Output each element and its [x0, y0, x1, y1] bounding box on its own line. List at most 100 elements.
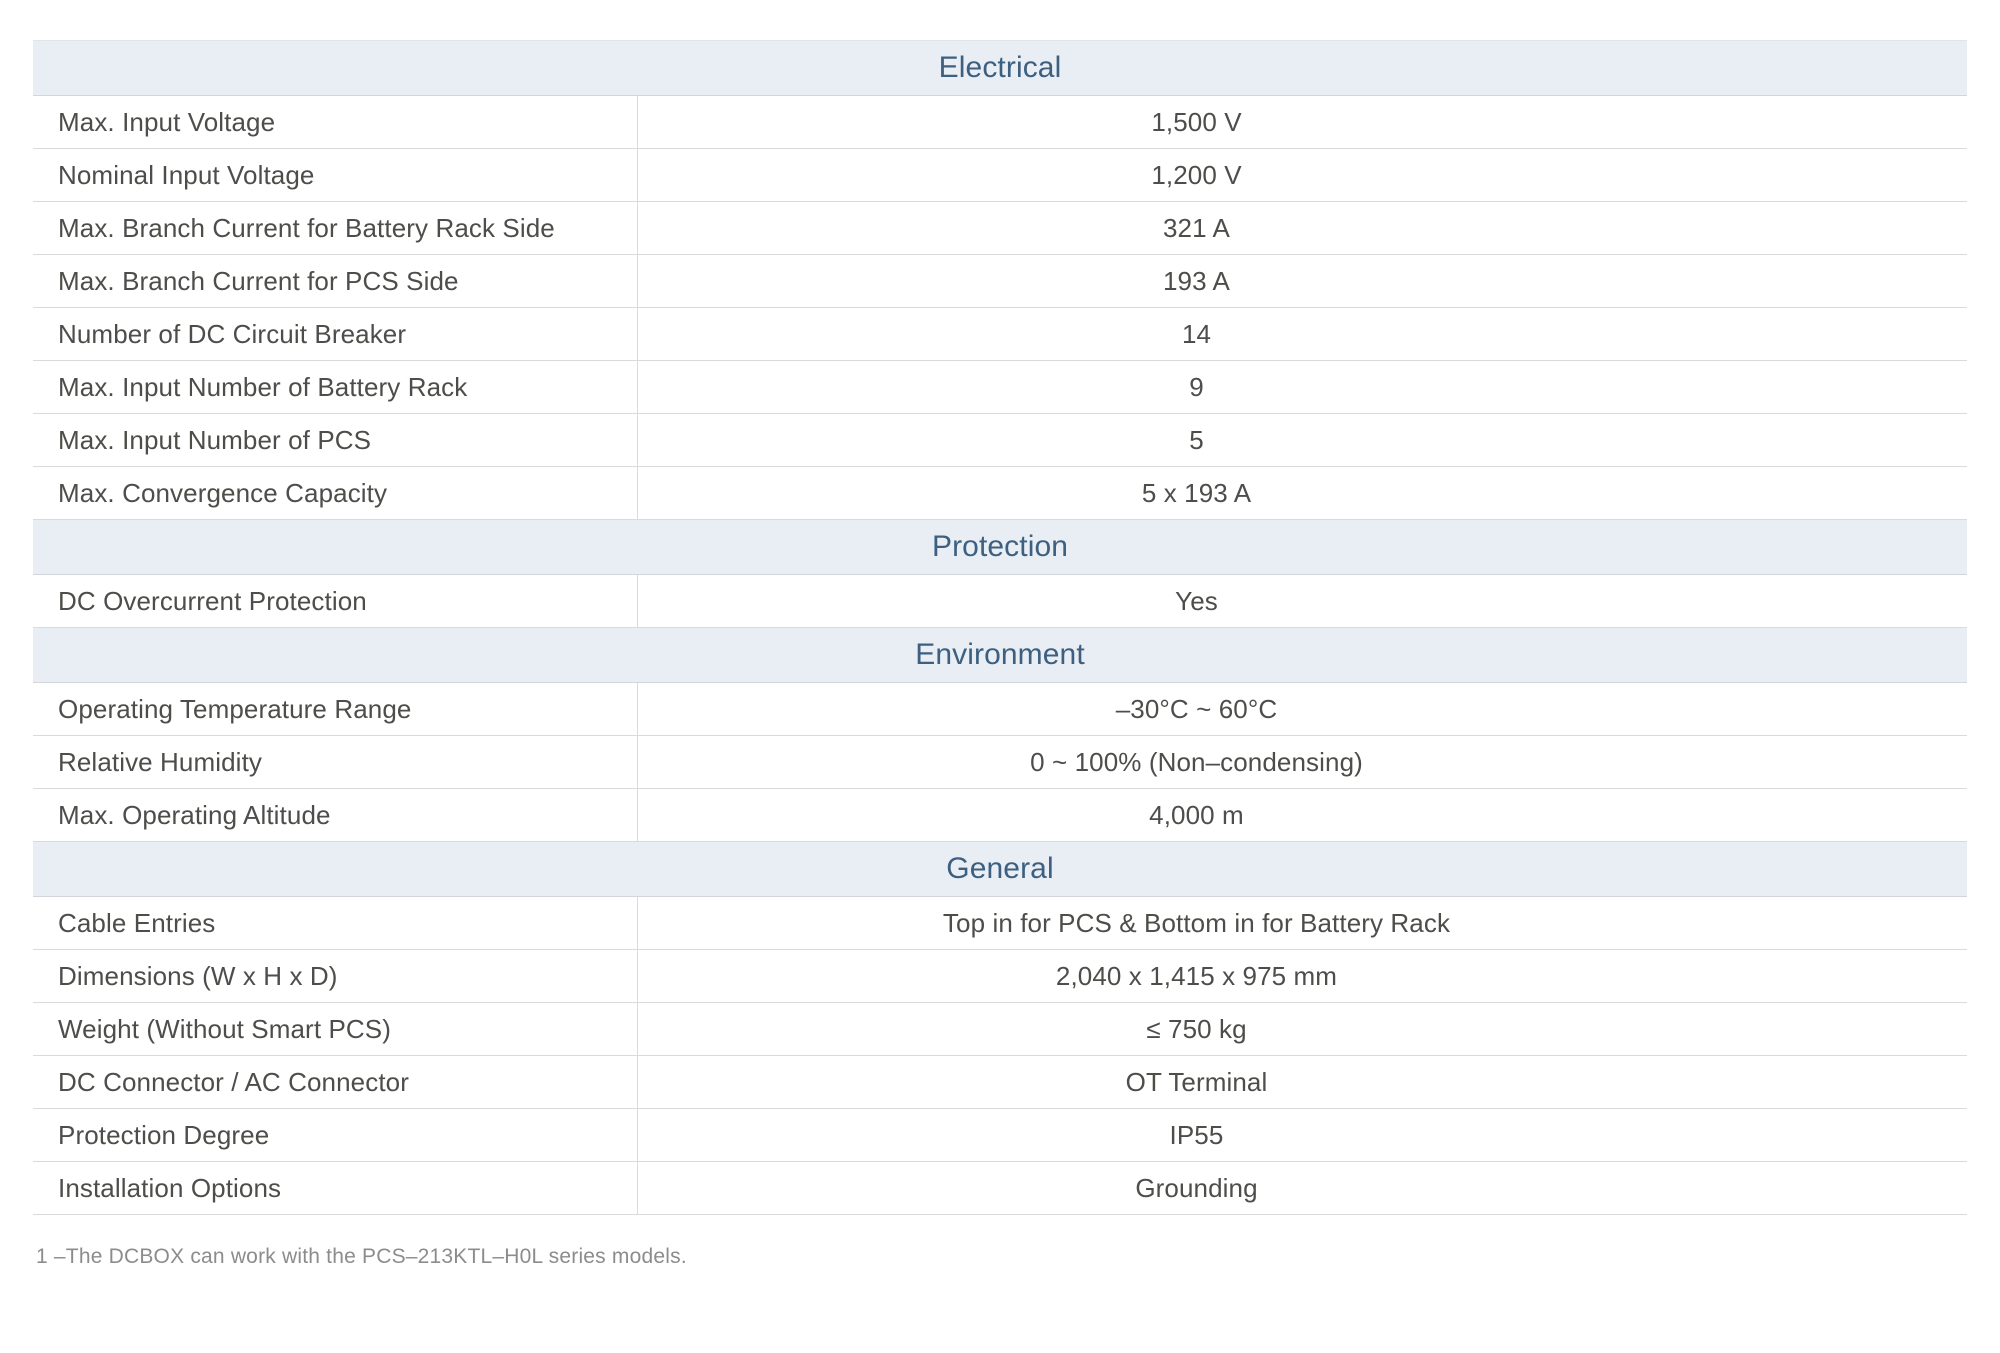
section-header-cell: Electrical [33, 40, 1968, 96]
spec-value-wrap: 14 [638, 319, 1756, 350]
specifications-table: Electrical Max. Input Voltage 1,500 V Nomin… [33, 40, 1968, 1215]
spec-value: IP55 [1169, 1119, 1224, 1150]
spec-value-wrap: 2,040 x 1,415 x 975 mm [638, 961, 1756, 992]
spec-value: 1,500 V [1151, 106, 1242, 137]
footnote: 1 –The DCBOX can work with the PCS–213KT… [36, 1245, 687, 1268]
section-header-cell: General [33, 841, 1968, 897]
spec-value: 321 A [1162, 212, 1230, 243]
section-header-row: Electrical [33, 40, 1968, 96]
spec-value: ≤ 750 kg [1146, 1013, 1247, 1044]
spec-value: 5 [1189, 424, 1204, 455]
spec-value-wrap: 193 A [638, 266, 1756, 297]
spec-value: Grounding [1135, 1172, 1258, 1203]
spec-value: 193 A [1162, 265, 1230, 296]
spec-label-cell: DC Overcurrent Protection [33, 574, 638, 628]
spec-label-cell: Max. Branch Current for PCS Side [33, 254, 638, 308]
spec-label: Max. Branch Current for Battery Rack Sid… [58, 212, 555, 243]
spec-label-cell: Max. Input Number of PCS [33, 413, 638, 467]
spec-value-wrap: 9 [638, 372, 1756, 403]
spec-value-cell: 0 ~ 100% (Non–condensing) [637, 735, 1968, 789]
spec-value: OT Terminal [1125, 1066, 1268, 1097]
spec-label: Dimensions (W x H x D) [58, 960, 338, 991]
spec-value-cell: –30°C ~ 60°C [637, 682, 1968, 736]
spec-label: Max. Input Voltage [58, 106, 276, 137]
spec-value-wrap: Top in for PCS & Bottom in for Battery R… [638, 908, 1756, 939]
spec-label: Operating Temperature Range [58, 693, 412, 724]
table-row: Max. Input Number of PCS 5 [33, 413, 1968, 467]
spec-value: 0 ~ 100% (Non–condensing) [1030, 746, 1363, 777]
spec-value-wrap: 321 A [638, 213, 1756, 244]
spec-value-cell: Grounding [637, 1161, 1968, 1215]
spec-label-cell: Operating Temperature Range [33, 682, 638, 736]
table-row: Max. Input Number of Battery Rack 9 [33, 360, 1968, 414]
section-title: General [946, 852, 1054, 885]
spec-label-cell: Weight (Without Smart PCS) [33, 1002, 638, 1056]
section-title: Electrical [938, 51, 1062, 84]
spec-value-cell: 5 [637, 413, 1968, 467]
spec-value-wrap: Yes [638, 586, 1756, 617]
section-header-row: Protection [33, 519, 1968, 575]
spec-value-cell: 321 A [637, 201, 1968, 255]
spec-value-wrap: 4,000 m [638, 800, 1756, 831]
table-row: Relative Humidity 0 ~ 100% (Non–condensin… [33, 735, 1968, 789]
table-row: Max. Operating Altitude 4,000 m [33, 788, 1968, 842]
spec-label-cell: Number of DC Circuit Breaker [33, 307, 638, 361]
table-row: Nominal Input Voltage 1,200 V [33, 148, 1968, 202]
spec-value-wrap: ≤ 750 kg [638, 1014, 1756, 1045]
table-row: Max. Branch Current for PCS Side 193 A [33, 254, 1968, 308]
spec-value-wrap: 1,500 V [638, 107, 1756, 138]
specifications-table-body: Electrical Max. Input Voltage 1,500 V Nomin… [33, 40, 1968, 1215]
spec-label-cell: Max. Convergence Capacity [33, 466, 638, 520]
spec-label: Weight (Without Smart PCS) [58, 1013, 391, 1044]
table-row: DC Connector / AC Connector OT Terminal [33, 1055, 1968, 1109]
spec-value: 14 [1181, 318, 1212, 349]
spec-label-cell: Max. Branch Current for Battery Rack Sid… [33, 201, 638, 255]
table-row: Max. Branch Current for Battery Rack Sid… [33, 201, 1968, 255]
spec-label: Nominal Input Voltage [58, 159, 315, 190]
spec-label: Cable Entries [58, 907, 216, 938]
spec-label-cell: Cable Entries [33, 896, 638, 950]
spec-value-wrap: Grounding [638, 1173, 1756, 1204]
spec-label: Max. Branch Current for PCS Side [58, 265, 459, 296]
spec-label: Protection Degree [58, 1119, 270, 1150]
spec-label-cell: Max. Operating Altitude [33, 788, 638, 842]
spec-value: 4,000 m [1149, 799, 1244, 830]
spec-value-wrap: 5 [638, 425, 1756, 456]
spec-label-cell: Max. Input Voltage [33, 95, 638, 149]
spec-label-cell: Dimensions (W x H x D) [33, 949, 638, 1003]
spec-value-wrap: OT Terminal [638, 1067, 1756, 1098]
spec-label-cell: Nominal Input Voltage [33, 148, 638, 202]
spec-value-cell: 1,500 V [637, 95, 1968, 149]
spec-value-cell: 4,000 m [637, 788, 1968, 842]
spec-value-cell: 9 [637, 360, 1968, 414]
section-title: Environment [915, 638, 1085, 671]
spec-label: Max. Convergence Capacity [58, 477, 388, 508]
spec-value: 9 [1189, 371, 1204, 402]
table-row: DC Overcurrent Protection Yes [33, 574, 1968, 628]
table-row: Operating Temperature Range –30°C ~ 60°C [33, 682, 1968, 736]
table-row: Installation Options Grounding [33, 1161, 1968, 1215]
table-row: Number of DC Circuit Breaker 14 [33, 307, 1968, 361]
spec-value-cell: 5 x 193 A [637, 466, 1968, 520]
spec-value-wrap: 0 ~ 100% (Non–condensing) [638, 747, 1756, 778]
spec-label: Number of DC Circuit Breaker [58, 318, 407, 349]
table-row: Cable Entries Top in for PCS & Bottom in … [33, 896, 1968, 950]
table-row: Weight (Without Smart PCS) ≤ 750 kg [33, 1002, 1968, 1056]
table-row: Dimensions (W x H x D) 2,040 x 1,415 x 97… [33, 949, 1968, 1003]
spec-label: Max. Input Number of Battery Rack [58, 371, 468, 402]
spec-label-cell: Max. Input Number of Battery Rack [33, 360, 638, 414]
spec-value: –30°C ~ 60°C [1115, 693, 1278, 724]
spec-label-cell: Relative Humidity [33, 735, 638, 789]
spec-label-cell: Installation Options [33, 1161, 638, 1215]
spec-value-wrap: 1,200 V [638, 160, 1756, 191]
table-row: Protection Degree IP55 [33, 1108, 1968, 1162]
spec-label: Installation Options [58, 1172, 282, 1203]
spec-value-cell: Yes [637, 574, 1968, 628]
spec-label: Max. Operating Altitude [58, 799, 331, 830]
spec-value-wrap: –30°C ~ 60°C [638, 694, 1756, 725]
spec-value-cell: 14 [637, 307, 1968, 361]
section-header-row: General [33, 841, 1968, 897]
spec-value-cell: 1,200 V [637, 148, 1968, 202]
spec-value: Top in for PCS & Bottom in for Battery R… [942, 907, 1451, 938]
